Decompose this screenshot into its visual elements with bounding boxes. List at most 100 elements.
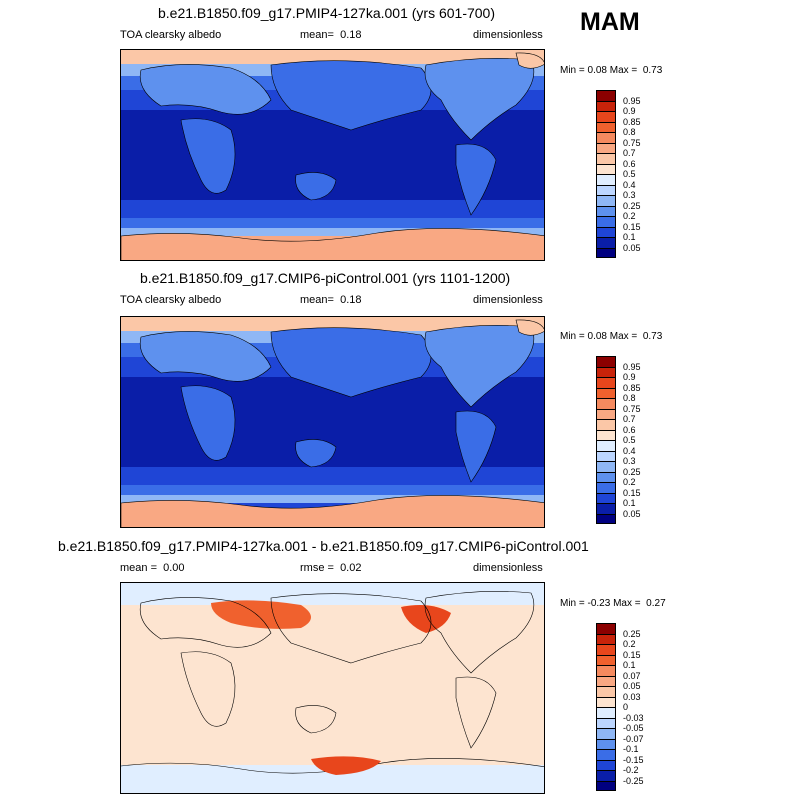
colorbar-tick-label: 0.1: [623, 498, 636, 508]
colorbar-swatch: [596, 163, 616, 174]
max-value: 0.73: [642, 331, 663, 342]
colorbar-tick-label: -0.05: [623, 723, 644, 733]
panel-title: b.e21.B1850.f09_g17.PMIP4-127ka.001 - b.…: [58, 538, 589, 554]
australia-shape: [295, 439, 337, 468]
colorbar-swatch: [596, 419, 616, 430]
colorbar-tick-label: 0.7: [623, 414, 636, 424]
greenland-shape: [515, 52, 544, 69]
colorbar-tick-label: 0.07: [623, 670, 641, 681]
colorbar-tick-label: 0.2: [623, 639, 636, 649]
colorbar-swatch: [596, 184, 616, 195]
variable-label: TOA clearsky albedo: [120, 29, 222, 41]
season-label: MAM: [580, 8, 640, 36]
colorbar-swatch: [596, 633, 616, 644]
arctic-band: [121, 317, 544, 331]
variable-label: TOA clearsky albedo: [120, 294, 222, 306]
colorbar-tick-label: 0.4: [623, 445, 636, 456]
colorbar-tick-label: 0.1: [623, 232, 636, 242]
south-ocean-band: [121, 467, 544, 485]
colorbar-tick-label: 0.3: [623, 190, 636, 200]
colorbar-swatch: [596, 226, 616, 237]
min-max-label: Min = -0.23 Max = 0.27: [560, 598, 666, 609]
arctic-band: [121, 50, 544, 64]
south-america-shape: [455, 143, 497, 216]
colorbar-swatch: [596, 696, 616, 707]
colorbar-swatch: [596, 132, 616, 143]
south-band-2: [121, 228, 544, 236]
north-america-shape: [424, 325, 535, 408]
min-max-label: Min = 0.08 Max = 0.73: [560, 331, 662, 342]
colorbar-swatch: [596, 686, 616, 697]
colorbar-swatch: [596, 237, 616, 248]
colorbar-swatch: [596, 387, 616, 398]
south-band-1: [121, 485, 544, 495]
colorbar-tick-label: 0.03: [623, 691, 641, 702]
colorbar-swatch: [596, 100, 616, 111]
greenland-shape: [515, 319, 544, 336]
colorbar-swatch: [596, 247, 616, 258]
mean-value: 0.00: [163, 562, 185, 574]
colorbar-swatch: [596, 356, 616, 367]
colorbar-swatch: [596, 749, 616, 760]
max-value: 0.73: [642, 65, 663, 76]
colorbar-tick-label: 0.5: [623, 169, 636, 179]
colorbar-tick-label: 0.95: [623, 95, 641, 106]
colorbar-tick-label: -0.25: [623, 775, 644, 786]
colorbar-swatch: [596, 450, 616, 461]
colorbar-swatch: [596, 717, 616, 728]
antarctica-coast: [121, 228, 544, 260]
colorbar-tick-label: 0.2: [623, 477, 636, 487]
antarctica-coast: [121, 495, 544, 527]
colorbar-swatch: [596, 644, 616, 655]
siberia-diff: [211, 600, 311, 629]
colorbar-tick-label: 0.4: [623, 179, 636, 190]
map-plot: [120, 582, 545, 794]
colorbar-swatch: [596, 429, 616, 440]
colorbar-swatch: [596, 707, 616, 718]
colorbar-swatch: [596, 174, 616, 185]
colorbar-tick-label: 0.15: [623, 649, 641, 660]
colorbar-tick-label: 0.15: [623, 221, 641, 232]
colorbar-tick-label: 0.85: [623, 382, 641, 393]
colorbar-swatch: [596, 780, 616, 791]
max-value: 0.27: [646, 598, 666, 609]
colorbar-swatch: [596, 675, 616, 686]
colorbar-swatch: [596, 366, 616, 377]
colorbar-swatch: [596, 461, 616, 472]
colorbar-tick-label: 0.25: [623, 200, 641, 211]
africa-shape: [180, 385, 236, 461]
colorbar-swatch: [596, 471, 616, 482]
colorbar-swatch: [596, 142, 616, 153]
min-value: 0.08: [587, 331, 607, 342]
colorbar-tick-label: 0.05: [623, 681, 641, 691]
colorbar-tick-label: 0.05: [623, 508, 641, 519]
colorbar-swatch: [596, 205, 616, 216]
mean-label-text: mean =: [120, 562, 157, 574]
map-svg: [121, 317, 544, 527]
colorbar-swatch: [596, 492, 616, 503]
panel-3: b.e21.B1850.f09_g17.PMIP4-127ka.001 - b.…: [0, 533, 800, 798]
colorbar-swatch: [596, 482, 616, 493]
mean-label: mean = 0.00: [120, 562, 185, 574]
colorbar-tick-label: 0.7: [623, 148, 636, 158]
colorbar-swatch: [596, 121, 616, 132]
south-america-shape: [455, 410, 497, 483]
south-band-2: [121, 495, 544, 503]
colorbar-tick-label: 0.8: [623, 393, 636, 403]
colorbar-swatch: [596, 377, 616, 388]
units-label: dimensionless: [473, 294, 543, 306]
colorbar-tick-label: 0.9: [623, 372, 636, 382]
min-label: Min =: [560, 331, 585, 342]
max-label: Max =: [609, 331, 638, 342]
antarctica-coast: [121, 758, 544, 774]
colorbar-swatch: [596, 398, 616, 409]
australia-shape: [295, 705, 337, 734]
colorbar-swatch: [596, 513, 616, 524]
colorbar-tick-label: 0.75: [623, 137, 641, 148]
colorbar-swatch: [596, 770, 616, 781]
map-plot: [120, 49, 545, 261]
colorbar-tick-label: 0.85: [623, 116, 641, 127]
mean-label: mean= 0.18: [300, 29, 362, 41]
mean-label-text: mean=: [300, 29, 334, 41]
colorbar-swatch: [596, 440, 616, 451]
